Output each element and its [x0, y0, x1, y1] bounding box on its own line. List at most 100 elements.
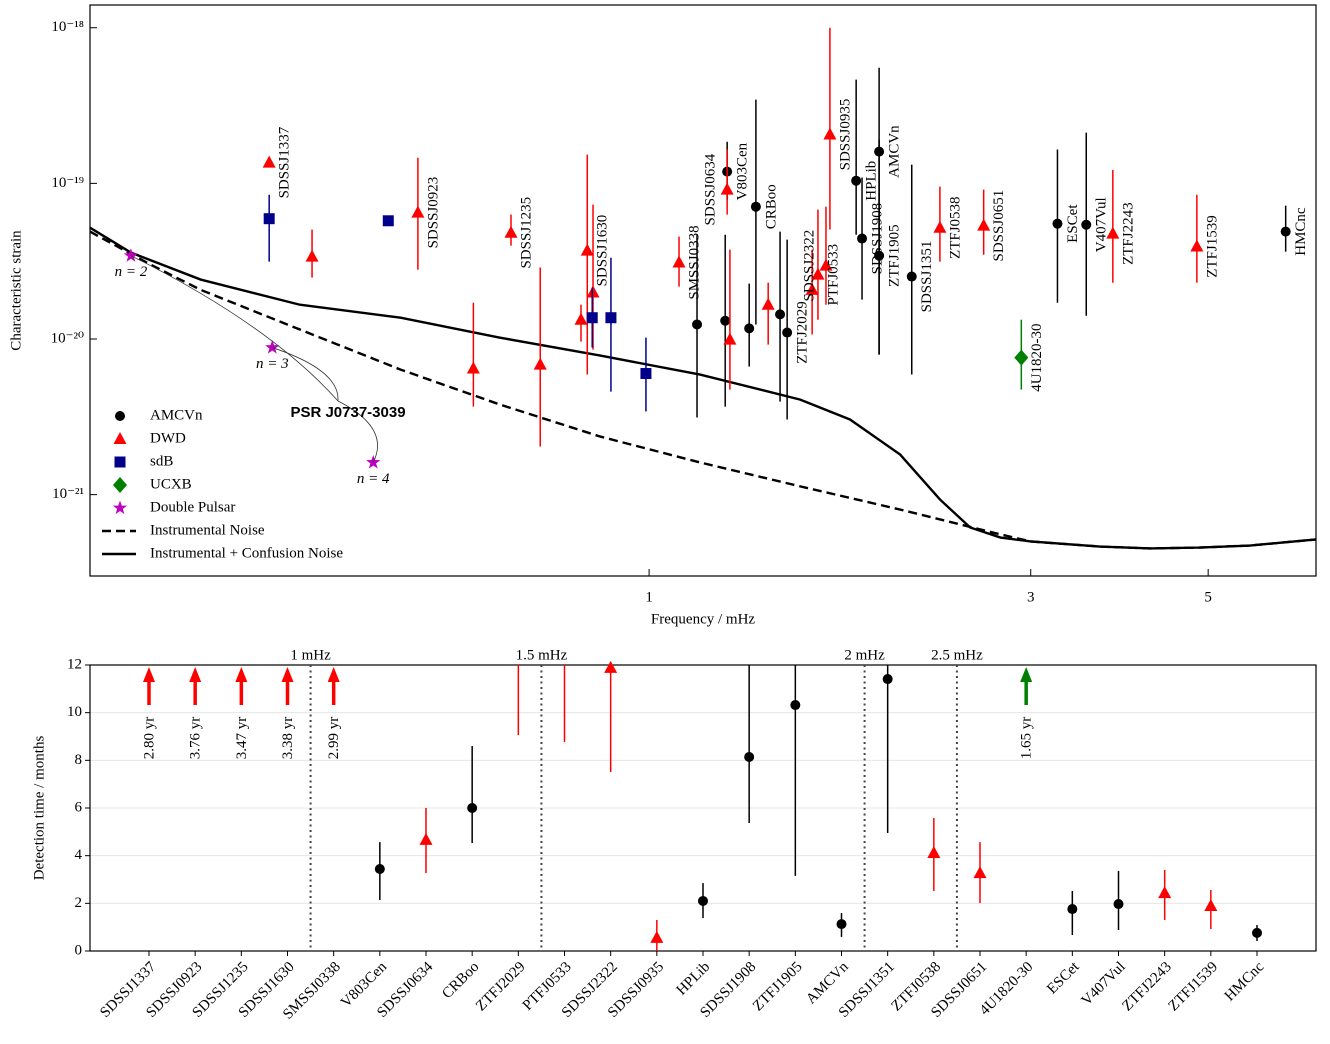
- limit-arrow-head: [189, 667, 202, 682]
- marker: [973, 866, 987, 879]
- marker: [123, 248, 139, 262]
- point-label: SDSSJ1235: [518, 197, 534, 269]
- point-label: HPLib: [864, 161, 880, 201]
- annotation-line: [130, 255, 339, 402]
- marker: [265, 340, 280, 354]
- marker: [744, 751, 755, 762]
- marker: [1106, 226, 1120, 239]
- value-label: 1.65 yr: [1019, 717, 1035, 760]
- marker: [1014, 349, 1029, 366]
- marker: [112, 500, 128, 515]
- marker: [113, 477, 127, 493]
- marker: [698, 895, 708, 906]
- marker: [744, 323, 755, 334]
- marker: [782, 327, 793, 338]
- point-label: ZTFJ1539: [1204, 215, 1220, 278]
- marker: [650, 930, 664, 943]
- limit-arrow-head: [235, 667, 248, 682]
- legend-label: Instrumental Noise: [150, 522, 265, 538]
- marker: [1252, 927, 1262, 938]
- marker: [604, 660, 618, 673]
- marker: [305, 249, 319, 262]
- annotation-line: [337, 400, 378, 463]
- y-axis-label: Characteristic strain: [8, 230, 24, 351]
- point-label: PTFJ0533: [825, 244, 841, 306]
- limit-arrow-head: [327, 667, 340, 682]
- y-tick-label: 10: [67, 704, 82, 720]
- annotation: PSR J0737-3039: [290, 404, 405, 421]
- marker: [720, 182, 734, 195]
- point-label: SMSSJ0338: [686, 225, 702, 299]
- point-label: ZTFJ1905: [887, 224, 903, 287]
- marker: [467, 803, 478, 813]
- frequency-label: 1 mHz: [290, 647, 331, 663]
- legend-label: UCXB: [150, 476, 192, 492]
- x-tick-label: 5: [1204, 589, 1212, 605]
- value-label: 2.80 yr: [141, 717, 157, 760]
- point-label: 4U1820-30: [1029, 323, 1045, 391]
- marker: [874, 250, 885, 261]
- marker: [533, 357, 547, 370]
- marker: [977, 218, 991, 231]
- frequency-label: 1.5 mHz: [516, 647, 568, 663]
- value-label: 3.76 yr: [188, 717, 204, 760]
- marker: [811, 267, 825, 280]
- point-label: ZTFJ2243: [1120, 202, 1136, 265]
- marker: [374, 864, 385, 875]
- marker: [574, 312, 588, 325]
- noise-curve: [89, 230, 1317, 550]
- point-label: SDSSJ1351: [919, 241, 935, 313]
- marker: [823, 127, 837, 140]
- marker: [819, 258, 833, 271]
- marker: [1280, 226, 1291, 237]
- value-label: 3.47 yr: [234, 717, 250, 760]
- marker: [672, 255, 686, 268]
- point-label: V407Vul: [1094, 197, 1110, 252]
- marker: [692, 319, 703, 330]
- marker: [115, 411, 125, 421]
- plot-frame: [89, 4, 1317, 577]
- y-tick-label: 10⁻²¹: [52, 486, 84, 502]
- marker: [1067, 904, 1078, 915]
- limit-arrow-head: [281, 667, 294, 682]
- point-label: CRBoo: [763, 184, 779, 229]
- marker: [580, 243, 594, 256]
- marker: [411, 205, 425, 218]
- point-label: V803Cen: [735, 142, 751, 200]
- point-label: SDSSJ0935: [837, 99, 853, 171]
- marker: [836, 919, 847, 930]
- marker: [113, 432, 127, 444]
- point-label: n = 3: [256, 356, 289, 372]
- frequency-label: 2.5 mHz: [931, 647, 983, 663]
- point-label: ESCet: [1065, 204, 1081, 243]
- legend-label: AMCVn: [150, 407, 203, 423]
- y-tick-label: 10⁻¹⁸: [51, 19, 84, 35]
- marker: [857, 233, 868, 244]
- marker: [906, 271, 917, 282]
- y-tick-label: 12: [67, 656, 82, 672]
- marker: [723, 332, 737, 345]
- value-label: 3.38 yr: [280, 717, 296, 760]
- annotation-line: [272, 347, 339, 402]
- marker: [1190, 239, 1204, 252]
- x-axis-label: Frequency / mHz: [651, 611, 755, 627]
- marker: [775, 309, 786, 320]
- y-axis-label: Detection time / months: [31, 736, 47, 881]
- point-label: ZTFJ2029: [795, 301, 811, 364]
- marker: [1113, 899, 1124, 910]
- marker: [933, 220, 947, 233]
- point-label: SDSSJ0651: [991, 190, 1007, 262]
- point-label: n = 4: [357, 471, 390, 487]
- marker: [805, 282, 819, 295]
- marker: [1158, 886, 1172, 899]
- marker: [263, 213, 275, 225]
- marker: [851, 175, 862, 186]
- point-label: AMCVn: [887, 125, 903, 178]
- y-tick-label: 2: [75, 895, 83, 911]
- frequency-label: 2 mHz: [844, 647, 885, 663]
- legend-label: sdB: [150, 453, 173, 469]
- value-label: 2.99 yr: [326, 717, 342, 760]
- point-label: ZTFJ0538: [947, 196, 963, 259]
- legend-label: Double Pulsar: [150, 499, 235, 515]
